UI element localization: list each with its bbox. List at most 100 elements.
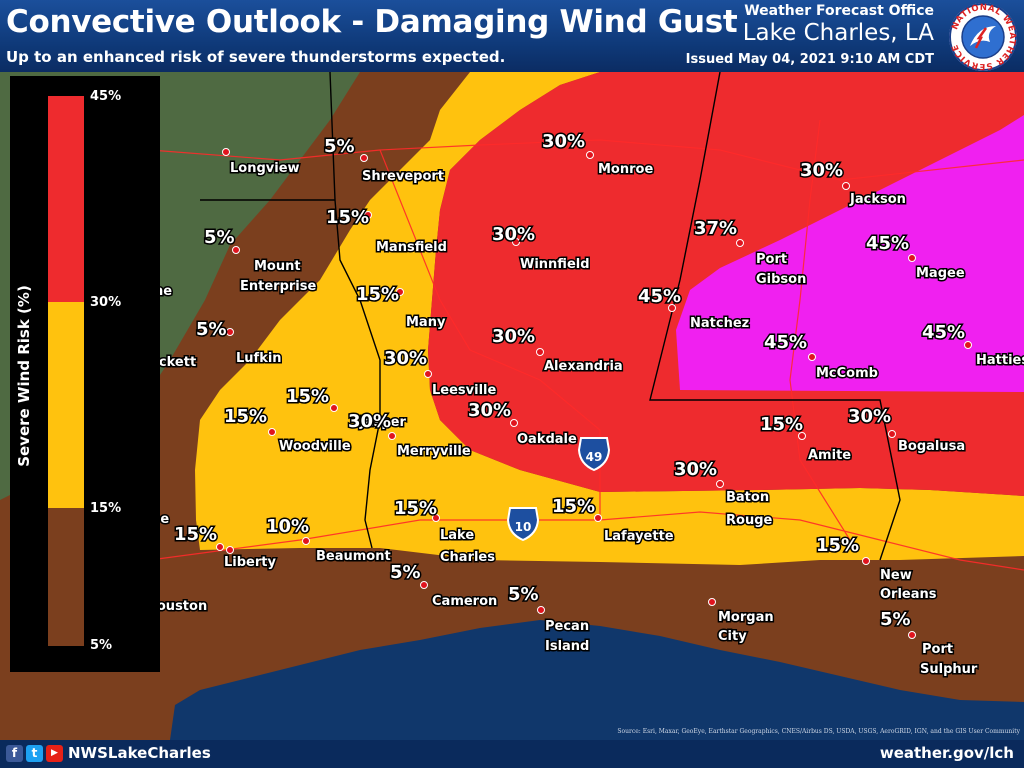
city-marker-dot — [668, 304, 676, 312]
city-label: New — [880, 568, 912, 583]
city-marker-dot — [594, 514, 602, 522]
footer-bar: f t ▶ NWSLakeCharles weather.gov/lch — [0, 740, 1024, 768]
city-label: Island — [545, 639, 589, 654]
city-label: Monroe — [598, 162, 653, 177]
facebook-icon[interactable]: f — [6, 745, 23, 762]
office-label: Weather Forecast Office — [744, 3, 934, 19]
city-marker-dot — [808, 353, 816, 361]
city-label: Longview — [230, 161, 300, 176]
city-label: Jasper — [359, 415, 406, 430]
city-label: Natchez — [690, 316, 749, 331]
interstate-10-label: 10 — [515, 520, 532, 534]
risk-percent-label: 5% — [204, 227, 235, 248]
page-subtitle: Up to an enhanced risk of severe thunder… — [6, 48, 506, 66]
city-label: Bogalusa — [898, 439, 965, 454]
city-label: Lufkin — [236, 351, 282, 366]
city-label: Port — [922, 642, 953, 657]
risk-percent-label: 5% — [508, 584, 539, 605]
risk-percent-label: 15% — [286, 386, 329, 407]
city-label: Lake — [440, 528, 474, 543]
city-label: Liberty — [224, 555, 276, 570]
city-label: Pecan — [545, 619, 589, 634]
city-marker-dot — [908, 254, 916, 262]
risk-percent-label: 15% — [394, 498, 437, 519]
city-marker-dot — [716, 480, 724, 488]
city-marker-dot — [964, 341, 972, 349]
city-marker-dot — [512, 238, 520, 246]
city-label: Winnfield — [520, 257, 590, 272]
city-label: Mansfield — [376, 240, 447, 255]
city-label: Amite — [808, 448, 851, 463]
risk-percent-label: 5% — [390, 562, 421, 583]
risk-percent-label: 30% — [384, 348, 427, 369]
risk-percent-label: 30% — [468, 400, 511, 421]
risk-zone-45 — [676, 115, 1024, 392]
map-attribution: Source: Esri, Maxar, GeoEye, Earthstar G… — [617, 728, 1020, 735]
risk-percent-label: 15% — [224, 406, 267, 427]
interstate-49-shield: 49 — [577, 437, 611, 472]
risk-percent-label: 30% — [492, 326, 535, 347]
city-label: Mount — [254, 259, 301, 274]
risk-percent-label: 15% — [816, 535, 859, 556]
city-marker-dot — [226, 546, 234, 554]
city-marker-dot — [360, 154, 368, 162]
legend-label-5: 5% — [90, 638, 113, 653]
risk-percent-label: 45% — [866, 233, 909, 254]
city-marker-dot — [388, 432, 396, 440]
risk-percent-label: 30% — [674, 459, 717, 480]
city-marker-dot — [536, 348, 544, 356]
risk-percent-label: 45% — [638, 286, 681, 307]
city-label: Woodville — [279, 439, 351, 454]
city-label: Rouge — [726, 513, 773, 528]
city-label: Lafayette — [604, 529, 674, 544]
city-label: Many — [406, 315, 446, 330]
risk-percent-label: 15% — [552, 496, 595, 517]
risk-percent-label: 5% — [324, 136, 355, 157]
risk-percent-label: 15% — [356, 284, 399, 305]
state-borders — [200, 72, 901, 561]
city-label: Gibson — [756, 272, 806, 287]
city-marker-dot — [330, 404, 338, 412]
risk-percent-label: 5% — [196, 319, 227, 340]
city-marker-dot — [537, 606, 545, 614]
city-label: Morgan — [718, 610, 774, 625]
city-label: Beaumont — [316, 549, 391, 564]
issued-timestamp: Issued May 04, 2021 9:10 AM CDT — [685, 52, 934, 67]
city-marker-dot — [364, 211, 372, 219]
city-marker-dot — [888, 430, 896, 438]
twitter-icon[interactable]: t — [26, 745, 43, 762]
city-marker-dot — [708, 598, 716, 606]
youtube-icon[interactable]: ▶ — [46, 745, 63, 762]
city-label: Jackson — [849, 192, 906, 207]
nws-logo-icon: NATIONAL WEATHER SERVICE — [949, 3, 1017, 71]
city-label: Shreveport — [362, 169, 444, 184]
risk-percent-label: 37% — [694, 218, 737, 239]
city-marker-dot — [432, 514, 440, 522]
city-label: Merryville — [397, 444, 471, 459]
legend-swatch-15-30 — [48, 302, 84, 508]
city-marker-dot — [842, 182, 850, 190]
city-marker-dot — [396, 288, 404, 296]
city-label: Cameron — [432, 594, 497, 609]
interstate-49-label: 49 — [586, 450, 603, 464]
social-handle[interactable]: NWSLakeCharles — [68, 744, 211, 762]
risk-zone-15 — [195, 72, 1024, 565]
city-markers — [216, 148, 972, 639]
city-label: Hatties — [976, 353, 1024, 368]
city-marker-dot — [420, 581, 428, 589]
city-marker-dot — [222, 148, 230, 156]
website-link[interactable]: weather.gov/lch — [879, 744, 1014, 762]
city-marker-dot — [908, 631, 916, 639]
city-label: City — [718, 629, 747, 644]
city-marker-dot — [798, 432, 806, 440]
risk-percent-label: 30% — [848, 406, 891, 427]
legend-swatch-5-15 — [48, 508, 84, 646]
page-title: Convective Outlook - Damaging Wind Gust — [6, 4, 738, 40]
legend-title: Severe Wind Risk (%) — [15, 285, 33, 467]
risk-percent-label: 30% — [348, 411, 391, 432]
city-label: Baton — [726, 490, 769, 505]
risk-percent-label: 15% — [760, 414, 803, 435]
city-marker-dot — [232, 246, 240, 254]
city-label: Houston — [146, 599, 207, 614]
